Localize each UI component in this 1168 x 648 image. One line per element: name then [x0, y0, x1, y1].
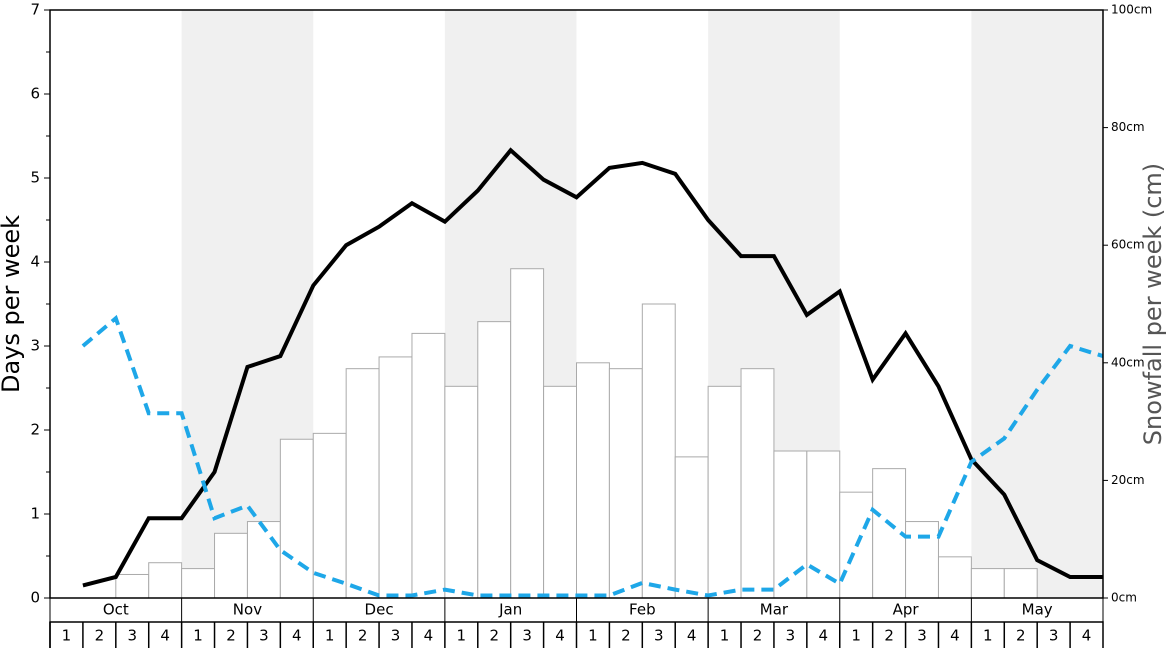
- y-tick-label: 5: [30, 169, 40, 187]
- snowfall-bar: [806, 450, 841, 599]
- y2-tick-label: 60cm: [1111, 238, 1145, 252]
- x-tick-label: 2: [753, 627, 763, 645]
- x-tick-label: 1: [720, 627, 730, 645]
- snowfall-bar: [543, 385, 577, 599]
- month-label: Apr: [893, 601, 920, 619]
- month-label: Mar: [760, 601, 789, 619]
- x-tick-label: 2: [95, 627, 105, 645]
- snowfall-bar: [674, 456, 709, 599]
- snowfall-bar: [740, 368, 775, 599]
- x-tick-label: 3: [127, 627, 137, 645]
- x-tick-label: 2: [1016, 627, 1026, 645]
- y-tick-label: 2: [30, 421, 40, 439]
- month-shade: [971, 10, 1103, 598]
- x-tick-label: 3: [259, 627, 269, 645]
- dashed-line: [81, 314, 1104, 598]
- snowfall-bar: [641, 303, 676, 599]
- x-tick-label: 4: [555, 627, 565, 645]
- y2-tick-label: 40cm: [1111, 355, 1145, 369]
- snowfall-bar: [608, 368, 643, 599]
- x-tick-label: 3: [1049, 627, 1059, 645]
- x-tick-label: 4: [819, 627, 829, 645]
- snowfall-bar: [411, 332, 446, 599]
- month-label: May: [1022, 601, 1053, 619]
- snowfall-bar: [181, 568, 216, 599]
- line: [82, 147, 1103, 588]
- snowfall-bar: [148, 562, 183, 599]
- snowfall-bar: [773, 450, 808, 599]
- snowfall-bar: [905, 521, 939, 599]
- snowfall-bar: [1003, 568, 1038, 599]
- x-tick-label: 4: [424, 627, 434, 645]
- y-axis-title: Days per week: [0, 215, 25, 393]
- y-tick-label: 4: [30, 253, 40, 271]
- x-tick-label: 1: [983, 627, 993, 645]
- x-tick-label: 1: [193, 627, 203, 645]
- month-label: Dec: [365, 601, 394, 619]
- x-tick-label: 1: [851, 627, 861, 645]
- x-tick-label: 1: [588, 627, 598, 645]
- y-tick-label: 0: [30, 589, 40, 607]
- x-tick-label: 3: [917, 627, 927, 645]
- snowfall-bar: [937, 556, 972, 599]
- y2-tick-label: 80cm: [1111, 120, 1145, 134]
- x-tick-label: 1: [62, 627, 72, 645]
- snowfall-bar: [576, 362, 610, 599]
- y-tick-label: 1: [30, 505, 40, 523]
- y2-tick-label: 100cm: [1111, 3, 1152, 17]
- x-tick-label: 4: [687, 627, 697, 645]
- x-tick-label: 2: [489, 627, 499, 645]
- snowfall-bar: [477, 321, 512, 599]
- x-tick-label: 4: [292, 627, 302, 645]
- x-tick-label: 1: [457, 627, 467, 645]
- x-tick-label: 4: [1082, 627, 1092, 645]
- y-tick-label: 7: [30, 1, 40, 19]
- x-tick-label: 2: [226, 627, 236, 645]
- snowfall-bar: [214, 532, 248, 599]
- x-tick-label: 1: [325, 627, 335, 645]
- x-tick-label: 4: [950, 627, 960, 645]
- month-label: Nov: [233, 601, 262, 619]
- snowfall-bar: [707, 385, 742, 599]
- x-tick-label: 3: [522, 627, 532, 645]
- snowfall-bar: [279, 438, 314, 599]
- y2-tick-label: 20cm: [1111, 473, 1145, 487]
- snowfall-bar: [510, 268, 545, 599]
- y2-axis-title: Snowfall per week (cm): [1139, 163, 1167, 445]
- y-tick-label: 3: [30, 337, 40, 355]
- month-label: Jan: [498, 601, 522, 619]
- snowfall-bar: [345, 368, 380, 599]
- x-tick-label: 3: [391, 627, 401, 645]
- x-tick-label: 2: [358, 627, 368, 645]
- snowfall-bar: [115, 573, 150, 599]
- snowfall-bar: [970, 568, 1005, 599]
- snowfall-bar: [378, 356, 413, 599]
- month-label: Oct: [103, 601, 129, 619]
- snowfall-bar: [444, 385, 479, 599]
- snowfall-bar: [246, 521, 281, 599]
- x-tick-label: 3: [786, 627, 796, 645]
- month-label: Feb: [629, 601, 656, 619]
- x-tick-label: 4: [160, 627, 170, 645]
- y-tick-label: 6: [30, 85, 40, 103]
- x-tick-label: 3: [654, 627, 664, 645]
- x-tick-label: 2: [884, 627, 894, 645]
- x-tick-label: 2: [621, 627, 631, 645]
- y2-tick-label: 0cm: [1111, 591, 1137, 605]
